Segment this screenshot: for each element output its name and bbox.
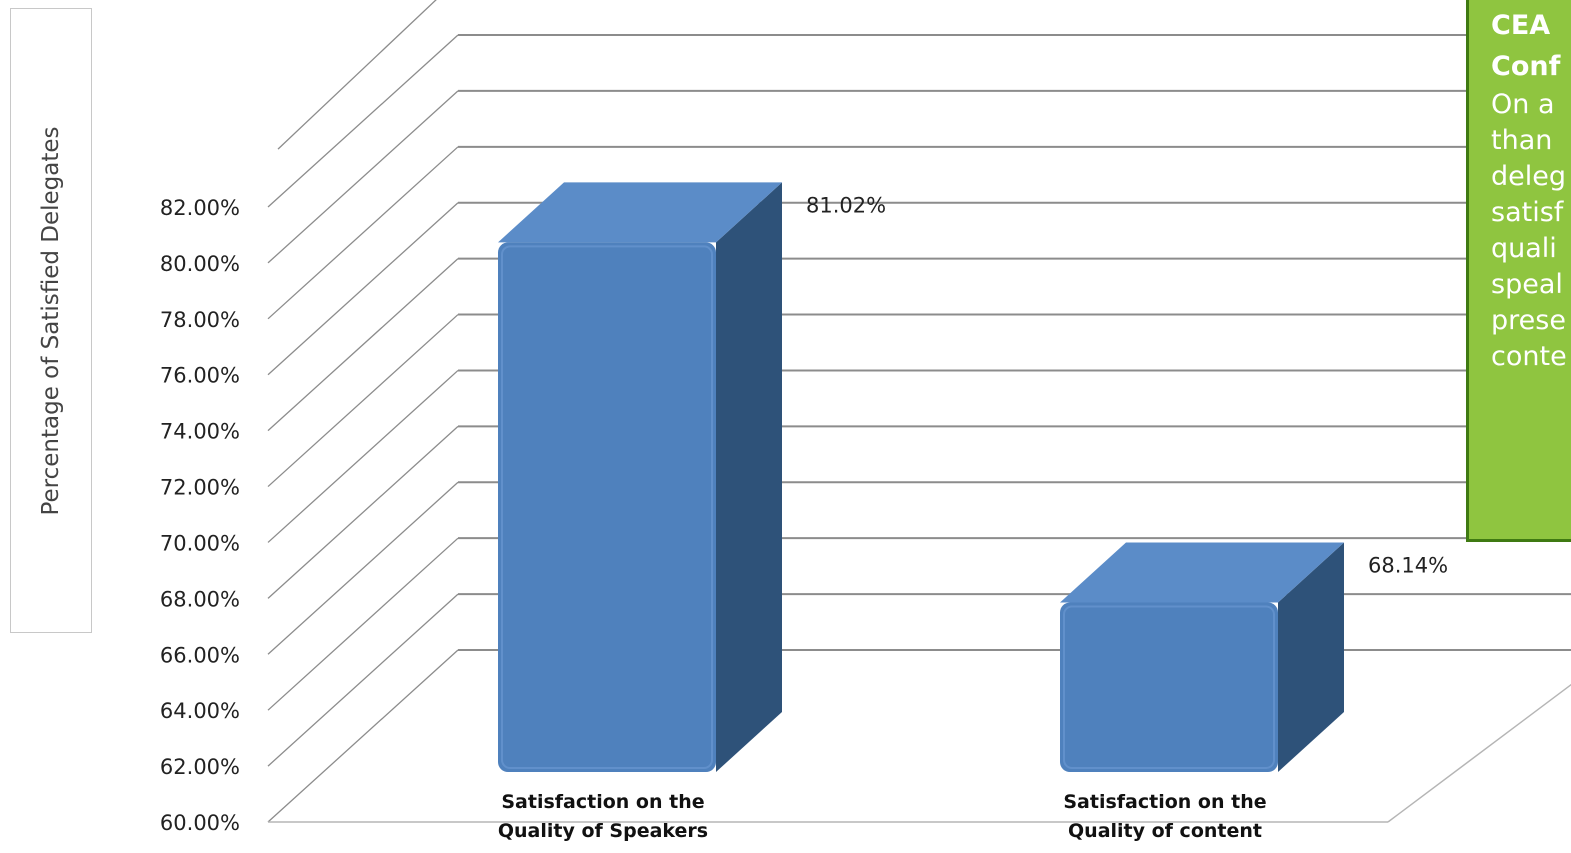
y-tick-label: 80.00% — [160, 252, 240, 276]
gridline-depth — [267, 314, 459, 488]
annotation-box: CEA Conf On a than deleg satisf quali sp… — [1466, 0, 1571, 542]
y-tick-label: 72.00% — [160, 476, 240, 500]
y-tick-label: 62.00% — [160, 755, 240, 779]
bar-top-face — [498, 182, 782, 243]
y-tick-label: 60.00% — [160, 811, 240, 835]
annotation-line: deleg — [1491, 161, 1567, 192]
annotation-title-line-1: CEA — [1491, 10, 1551, 41]
annotation-line: prese — [1491, 305, 1566, 336]
y-tick-label: 70.00% — [160, 531, 240, 555]
bar — [1060, 542, 1344, 772]
bar — [498, 182, 782, 773]
gridline-depth — [267, 90, 459, 264]
annotation-body: On a than deleg satisf quali speal prese… — [1491, 87, 1571, 375]
gridline-depth — [267, 258, 459, 432]
y-tick-label: 74.00% — [160, 420, 240, 444]
x-tick-label: Quality of content — [1068, 820, 1262, 842]
gridline-depth — [267, 481, 459, 655]
bar-side-face — [716, 182, 782, 773]
data-label: 81.02% — [806, 193, 886, 217]
y-tick-label: 66.00% — [160, 643, 240, 667]
gridline-depth — [267, 593, 459, 767]
gridline-depth — [267, 369, 459, 543]
x-tick-label: Satisfaction on the — [1063, 791, 1266, 813]
annotation-title-line-2: Conf — [1491, 51, 1561, 82]
gridline-depth — [277, 0, 437, 150]
bar-highlight — [501, 245, 713, 770]
y-tick-label: 76.00% — [160, 364, 240, 388]
bar-top-face — [1060, 542, 1344, 603]
annotation-line: than — [1491, 125, 1553, 156]
gridline-depth — [267, 425, 459, 599]
y-tick-label: 78.00% — [160, 308, 240, 332]
y-tick-label: 68.00% — [160, 587, 240, 611]
bar-front-face — [1060, 602, 1278, 772]
bar-side-face — [1278, 542, 1344, 772]
data-label: 68.14% — [1368, 553, 1448, 577]
data-labels: 81.02% 68.14% — [806, 193, 1448, 577]
y-tick-label: 64.00% — [160, 699, 240, 723]
y-tick-label: 82.00% — [160, 196, 240, 220]
gridline-depth — [267, 649, 459, 823]
y-axis-title-box: Percentage of Satisfied Delegates — [10, 8, 92, 633]
gridline-depth — [267, 34, 459, 208]
annotation-line: speal — [1491, 269, 1563, 300]
annotation-line: On a — [1491, 89, 1555, 120]
category-labels: Satisfaction on the Quality of Speakers Sa… — [498, 791, 1267, 842]
x-tick-label: Quality of Speakers — [498, 820, 708, 842]
annotation-line: conte — [1491, 341, 1567, 372]
y-axis-title: Percentage of Satisfied Delegates — [38, 125, 64, 516]
bar-highlight — [1063, 605, 1275, 770]
gridlines — [267, 0, 1571, 823]
x-tick-label: Satisfaction on the — [501, 791, 704, 813]
annotation-line: quali — [1491, 233, 1557, 264]
y-axis-ticks: 60.00% 62.00% 64.00% 66.00% 68.00% 70.00% 72.0… — [160, 196, 240, 835]
annotation-line: satisf — [1491, 197, 1564, 228]
floor-side-edge — [1387, 683, 1571, 823]
gridline-depth — [267, 537, 459, 711]
gridline-depth — [267, 202, 459, 376]
gridline-depth — [267, 146, 459, 320]
bar-front-face — [498, 242, 716, 773]
bars — [498, 182, 1344, 773]
